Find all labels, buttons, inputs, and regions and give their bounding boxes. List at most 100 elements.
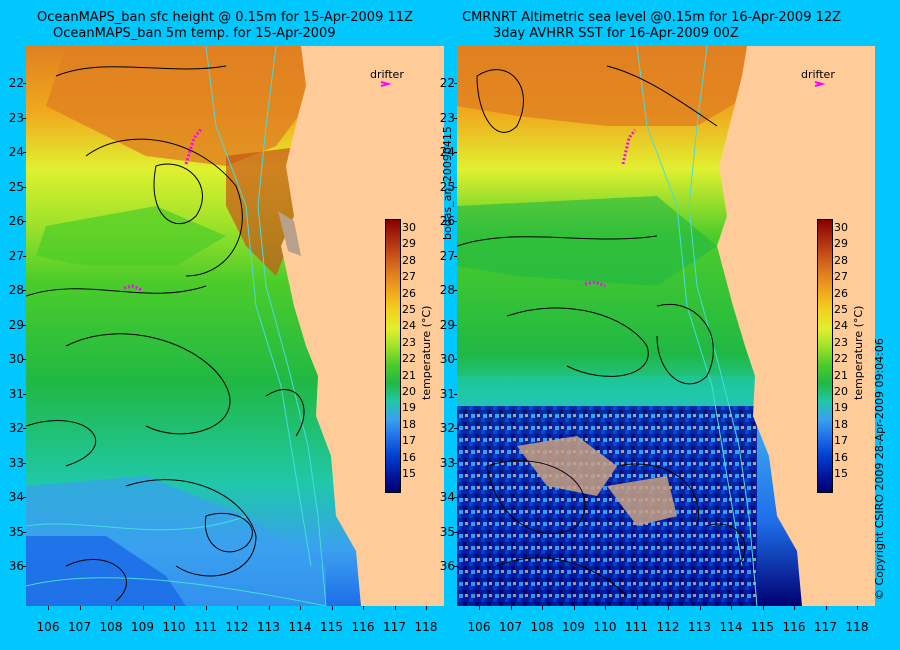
latitude-tick-mark bbox=[454, 462, 457, 464]
latitude-tick-mark bbox=[454, 290, 457, 291]
latitude-tick-label: 34 bbox=[8, 490, 24, 504]
latitude-tick-mark bbox=[454, 186, 457, 188]
latitude-tick-label: 24 bbox=[439, 145, 455, 159]
latitude-tick-mark bbox=[23, 393, 26, 395]
longitude-tick-label: 118 bbox=[414, 620, 438, 634]
latitude-tick-label: 26 bbox=[439, 214, 455, 228]
colorbar-tick-label: 24 bbox=[834, 319, 848, 333]
latitude-tick-mark bbox=[454, 531, 457, 533]
right-title-2: 3day AVHRR SST for 16-Apr-2009 00Z bbox=[493, 26, 739, 41]
longitude-tick-mark bbox=[426, 606, 427, 610]
longitude-tick-label: 110 bbox=[593, 620, 617, 634]
latitude-tick-label: 22 bbox=[439, 76, 455, 90]
colorbar-tick-label: 25 bbox=[402, 303, 416, 316]
latitude-tick-label: 29 bbox=[439, 317, 455, 332]
longitude-tick-mark bbox=[237, 606, 238, 610]
latitude-tick-label: 35 bbox=[8, 524, 24, 539]
latitude-tick-mark bbox=[454, 393, 457, 395]
longitude-tick-label: 109 bbox=[562, 620, 585, 634]
longitude-tick-mark bbox=[668, 606, 669, 610]
longitude-tick-mark bbox=[731, 606, 732, 610]
right-colorbar-label: temperature (°C) bbox=[852, 305, 865, 400]
latitude-tick-mark bbox=[23, 290, 26, 291]
latitude-tick-label: 29 bbox=[8, 317, 24, 332]
latitude-tick-mark bbox=[23, 428, 26, 429]
colorbar-tick-label: 23 bbox=[402, 335, 416, 349]
longitude-tick-label: 111 bbox=[625, 620, 648, 634]
colorbar-tick-label: 22 bbox=[834, 352, 848, 366]
latitude-tick-label: 31 bbox=[8, 386, 24, 401]
longitude-tick-mark bbox=[605, 606, 606, 610]
latitude-tick-mark bbox=[23, 566, 26, 567]
latitude-tick-label: 24 bbox=[8, 145, 24, 159]
longitude-tick-label: 109 bbox=[131, 620, 154, 634]
longitude-tick-mark bbox=[857, 606, 858, 610]
longitude-tick-label: 107 bbox=[499, 620, 522, 634]
longitude-tick-label: 117 bbox=[814, 620, 837, 634]
colorbar-tick-label: 18 bbox=[402, 417, 416, 431]
colorbar-tick-label: 29 bbox=[402, 237, 416, 251]
colorbar-tick-label: 17 bbox=[402, 434, 416, 448]
latitude-tick-label: 22 bbox=[8, 76, 24, 90]
longitude-tick-label: 114 bbox=[288, 620, 312, 634]
colorbar-tick-label: 27 bbox=[834, 270, 848, 284]
colorbar-tick-label: 27 bbox=[402, 270, 416, 284]
longitude-tick-mark bbox=[479, 606, 480, 610]
longitude-tick-label: 113 bbox=[257, 620, 280, 634]
copyright-label: © Copyright CSIRO 2009 28-Apr-2009 09:04… bbox=[873, 338, 886, 600]
longitude-tick-label: 110 bbox=[162, 620, 186, 634]
right-drifter-label: drifter bbox=[801, 68, 835, 81]
colorbar-tick-label: 17 bbox=[834, 434, 848, 448]
latitude-tick-mark bbox=[23, 186, 26, 188]
latitude-tick-label: 31 bbox=[439, 386, 455, 401]
latitude-tick-label: 23 bbox=[8, 110, 24, 125]
latitude-tick-label: 35 bbox=[439, 524, 455, 539]
latitude-tick-label: 28 bbox=[439, 283, 455, 297]
longitude-tick-mark bbox=[268, 606, 270, 610]
latitude-tick-mark bbox=[454, 255, 457, 257]
latitude-tick-label: 34 bbox=[439, 490, 455, 504]
longitude-tick-label: 116 bbox=[782, 620, 806, 634]
latitude-tick-mark bbox=[23, 221, 26, 222]
latitude-tick-label: 32 bbox=[439, 421, 455, 435]
colorbar-tick-label: 28 bbox=[834, 253, 848, 267]
right-title-1: CMRNRT Altimetric sea level @0.15m for 1… bbox=[462, 10, 842, 25]
longitude-tick-mark bbox=[573, 606, 575, 610]
longitude-tick-mark bbox=[142, 606, 144, 610]
latitude-tick-mark bbox=[454, 324, 457, 326]
latitude-tick-mark bbox=[23, 152, 26, 153]
longitude-tick-label: 112 bbox=[225, 620, 249, 634]
latitude-tick-label: 28 bbox=[8, 283, 24, 297]
latitude-tick-label: 33 bbox=[439, 455, 455, 470]
longitude-tick-label: 117 bbox=[383, 620, 406, 634]
longitude-tick-mark bbox=[510, 606, 512, 610]
colorbar-tick-label: 21 bbox=[402, 368, 416, 382]
latitude-tick-mark bbox=[454, 566, 457, 567]
longitude-tick-label: 108 bbox=[99, 620, 123, 634]
latitude-tick-mark bbox=[23, 255, 26, 257]
left-map-panel bbox=[26, 46, 444, 606]
latitude-tick-mark bbox=[454, 83, 457, 84]
left-title-2: OceanMAPS_ban 5m temp. for 15-Apr-2009 bbox=[53, 26, 336, 41]
latitude-tick-label: 33 bbox=[8, 455, 24, 470]
latitude-tick-label: 27 bbox=[8, 248, 24, 263]
colorbar-tick-label: 16 bbox=[402, 450, 416, 464]
colorbar-tick-label: 22 bbox=[402, 352, 416, 366]
longitude-tick-label: 107 bbox=[68, 620, 91, 634]
longitude-tick-mark bbox=[363, 606, 364, 610]
longitude-tick-label: 113 bbox=[688, 620, 711, 634]
latitude-tick-mark bbox=[23, 531, 26, 533]
colorbar-tick-label: 29 bbox=[834, 237, 848, 251]
latitude-tick-mark bbox=[23, 497, 26, 498]
colorbar-tick-label: 26 bbox=[402, 286, 416, 300]
colorbar-tick-label: 21 bbox=[834, 368, 848, 382]
latitude-tick-mark bbox=[23, 359, 26, 360]
longitude-tick-label: 114 bbox=[719, 620, 743, 634]
longitude-tick-label: 106 bbox=[467, 620, 491, 634]
colorbar-tick-label: 15 bbox=[402, 467, 416, 480]
colorbar-tick-label: 15 bbox=[834, 467, 848, 480]
longitude-tick-mark bbox=[794, 606, 795, 610]
latitude-tick-label: 30 bbox=[439, 352, 455, 366]
longitude-tick-mark bbox=[636, 606, 638, 610]
right-colorbar-gradient bbox=[818, 220, 832, 492]
